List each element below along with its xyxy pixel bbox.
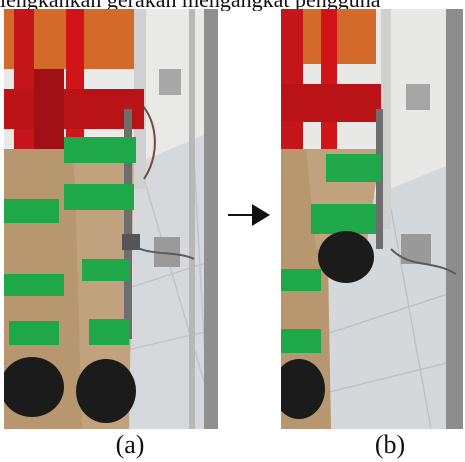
caption-a: (a) [115, 430, 145, 459]
caption-b: (b) [374, 430, 406, 459]
cropped-header-text: lengkahkan gerakan mengangkat pengguna [0, 0, 465, 11]
photo-panel-b [281, 9, 463, 429]
exoskeleton-standing-photo [4, 9, 218, 429]
exoskeleton-leg-raised-photo [281, 9, 463, 429]
arrow-right-icon [228, 204, 270, 226]
photo-panel-a [4, 9, 218, 429]
